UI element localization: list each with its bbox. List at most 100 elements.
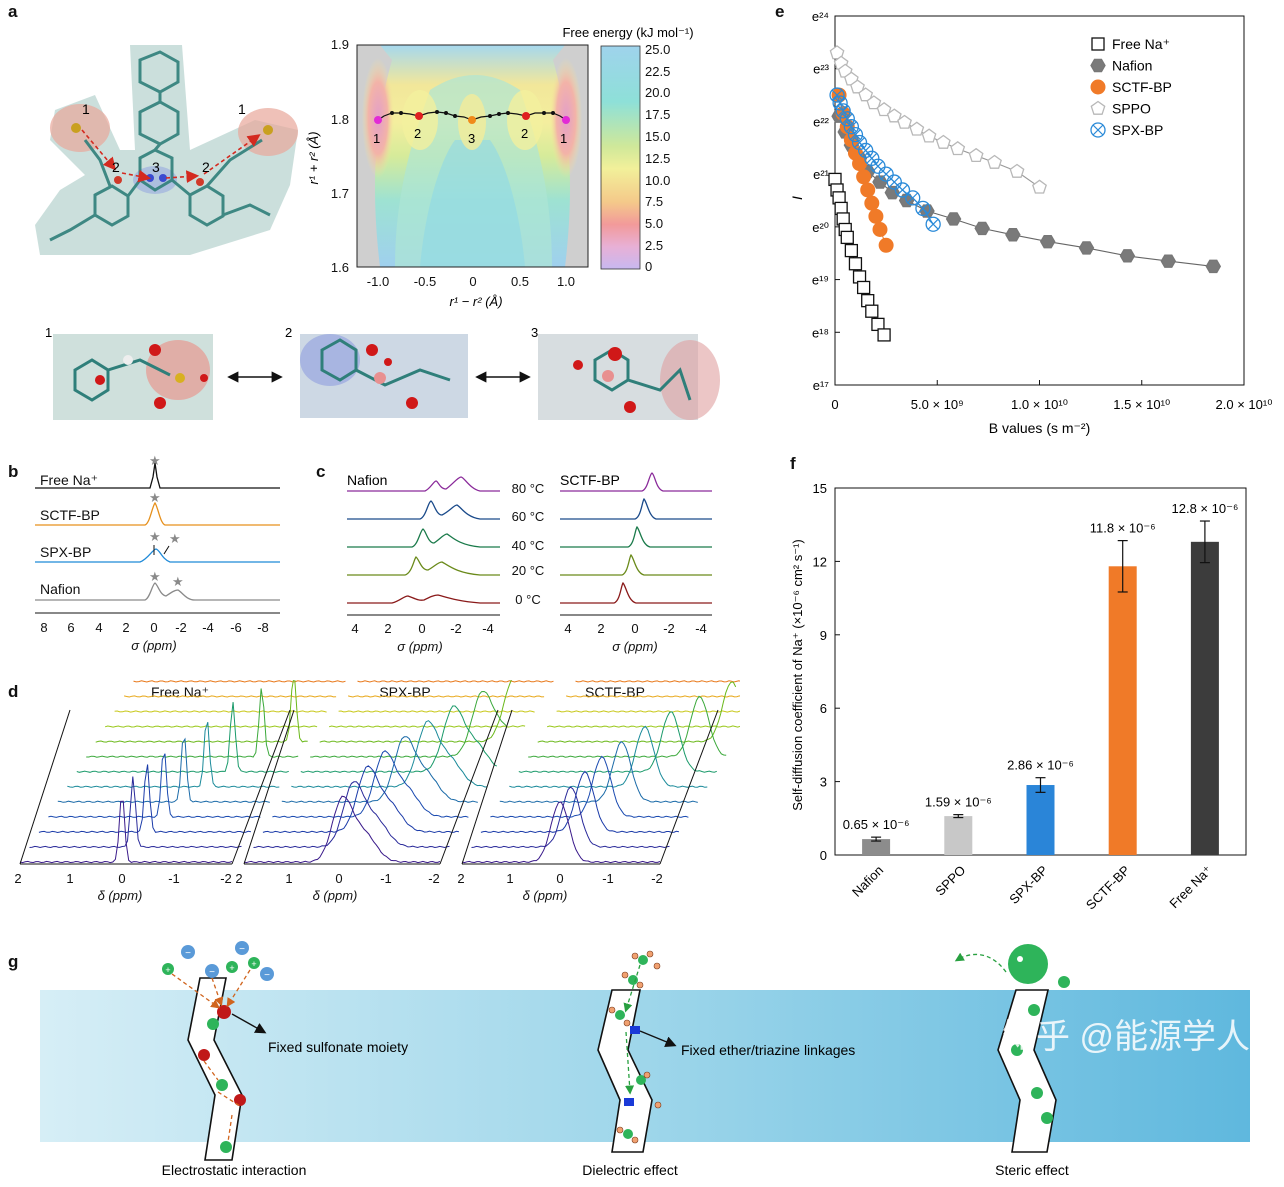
bar bbox=[1190, 541, 1219, 855]
x-tick: 1.5 × 10¹⁰ bbox=[1113, 397, 1170, 412]
data-point bbox=[915, 200, 931, 217]
legend-label: Free Na⁺ bbox=[1112, 36, 1170, 52]
stack-title: SPX-BP bbox=[379, 684, 430, 700]
y-axis-label: Self-diffusion coefficient of Na⁺ (×10⁻⁶… bbox=[790, 539, 805, 810]
data-point bbox=[968, 147, 984, 163]
annotation-sulfonate: Fixed sulfonate moiety bbox=[268, 1039, 408, 1055]
legend-marker bbox=[1090, 58, 1106, 73]
panel-label-a: a bbox=[8, 2, 18, 21]
spectrum-trace bbox=[133, 680, 346, 683]
data-point bbox=[894, 182, 911, 198]
x-tick: 1 bbox=[66, 871, 73, 886]
data-point bbox=[925, 216, 941, 232]
y-tick: 0 bbox=[820, 848, 827, 863]
value-label: 0.65 × 10⁻⁶ bbox=[843, 817, 910, 832]
data-point bbox=[877, 328, 891, 342]
panel-c-right-title: SCTF-BP bbox=[560, 472, 620, 488]
x-tick: 0 bbox=[469, 274, 476, 289]
sodium-icon bbox=[207, 1018, 219, 1030]
colorbar-tick: 10.0 bbox=[645, 173, 670, 188]
y-tick: e¹⁸ bbox=[812, 325, 829, 340]
spectrum-trace bbox=[86, 688, 299, 758]
spectrum-trace bbox=[262, 765, 460, 834]
y-tick: e²² bbox=[813, 114, 830, 129]
x-tick: 0.5 bbox=[511, 274, 529, 289]
large-ion-icon bbox=[1008, 944, 1048, 984]
spectrum-trace bbox=[461, 801, 661, 864]
data-point bbox=[829, 87, 845, 103]
colorbar-tick: 20.0 bbox=[645, 85, 670, 100]
spectrum-trace bbox=[104, 725, 318, 728]
path-label: 3 bbox=[468, 131, 475, 146]
colorbar-title: Free energy (kJ mol⁻¹) bbox=[562, 25, 693, 40]
x-tick: -2 bbox=[450, 621, 462, 636]
data-point bbox=[858, 142, 874, 159]
svg-text:★: ★ bbox=[149, 490, 161, 505]
panel-a: 1 2 3 2 1 1 bbox=[35, 25, 720, 420]
y-tick: e²⁴ bbox=[812, 9, 829, 24]
spectrum-trace bbox=[67, 721, 280, 788]
data-point bbox=[878, 237, 894, 253]
x-tick: 0 bbox=[335, 871, 342, 886]
x-tick: 2 bbox=[235, 871, 242, 886]
data-point bbox=[858, 87, 874, 102]
x-tick: 0 bbox=[831, 397, 838, 412]
spectrum-trace bbox=[300, 705, 498, 773]
legend-marker bbox=[1090, 100, 1106, 115]
trace-label: Nafion bbox=[40, 581, 80, 597]
trace-label: Free Na⁺ bbox=[40, 472, 98, 488]
data-point bbox=[1005, 228, 1021, 242]
x-tick: 1.0 × 10¹⁰ bbox=[1011, 397, 1068, 412]
x-tick: -2 bbox=[428, 871, 440, 886]
spectrum-trace bbox=[272, 750, 469, 818]
x-tick: 5.0 × 10⁹ bbox=[911, 397, 964, 412]
data-point bbox=[844, 243, 859, 258]
spectrum-trace bbox=[123, 695, 337, 698]
temperature-label: 20 °C bbox=[512, 563, 545, 578]
panel-d: Free Na⁺ SPX-BP SCTF-BP 2 1 0 -1 -2 δ (p… bbox=[14, 680, 740, 903]
panel-label-c: c bbox=[316, 462, 326, 481]
x-tick: 0 bbox=[556, 871, 563, 886]
spectrum-trace bbox=[357, 680, 554, 683]
x-tick: -4 bbox=[482, 621, 494, 636]
y-tick: e²⁰ bbox=[812, 220, 829, 235]
x-tick: -4 bbox=[202, 620, 214, 635]
x-tick: 4 bbox=[95, 620, 102, 635]
svg-text:−: − bbox=[185, 948, 191, 959]
category-label: Nafion bbox=[849, 863, 886, 900]
colorbar-tick: 25.0 bbox=[645, 42, 670, 57]
x-tick: 8 bbox=[40, 620, 47, 635]
watermark: 知乎 @能源学人 bbox=[1002, 1018, 1250, 1056]
bar bbox=[1026, 785, 1055, 855]
data-point bbox=[1205, 259, 1222, 274]
value-label: 1.59 × 10⁻⁶ bbox=[925, 795, 992, 810]
bar bbox=[862, 839, 891, 855]
panel-c: Nafion SCTF-BP 80 °C 60 °C 40 °C 20 °C 0… bbox=[347, 472, 712, 654]
panel-b: Free Na⁺ SCTF-BP SPX-BP Nafion ★★★ ★★ ★ 8 … bbox=[35, 455, 280, 653]
data-point bbox=[864, 150, 880, 166]
data-point bbox=[921, 128, 937, 143]
x-tick: -1 bbox=[380, 871, 392, 886]
y-tick: 6 bbox=[820, 701, 827, 716]
molecule-label: 2 bbox=[112, 159, 120, 175]
data-point bbox=[860, 182, 876, 198]
y-tick: 1.6 bbox=[331, 260, 349, 275]
spectrum-trace bbox=[281, 736, 478, 803]
bar bbox=[944, 816, 973, 855]
spectrum-trace bbox=[528, 695, 727, 758]
spectrum-trace bbox=[95, 680, 308, 743]
x-tick: 2 bbox=[122, 620, 129, 635]
x-tick: 1 bbox=[285, 871, 292, 886]
data-point bbox=[839, 111, 855, 127]
linkage-icon bbox=[624, 1098, 634, 1106]
sulfonate-icon bbox=[234, 1094, 246, 1106]
data-point bbox=[870, 158, 886, 174]
data-point bbox=[865, 304, 879, 318]
colorbar-tick: 0 bbox=[645, 259, 652, 274]
spectrum-trace bbox=[518, 711, 717, 773]
path-label: 2 bbox=[521, 126, 528, 141]
x-axis-label: σ (ppm) bbox=[131, 638, 176, 653]
data-point bbox=[1160, 254, 1177, 268]
y-tick: 1.8 bbox=[331, 112, 349, 127]
x-tick: 1 bbox=[506, 871, 513, 886]
